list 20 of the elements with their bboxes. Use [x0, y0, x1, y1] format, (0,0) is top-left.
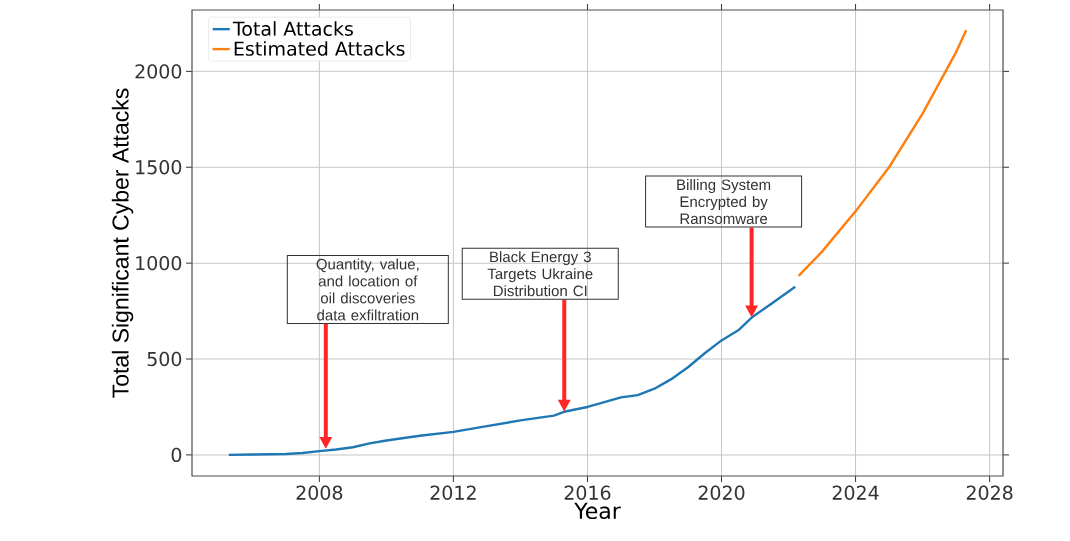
x-tick-label: 2024 [832, 485, 879, 500]
y-tick-label: 1500 [136, 160, 182, 175]
y-tick-label: 2000 [135, 64, 182, 79]
x-tick-label: 2008 [296, 485, 343, 500]
x-tick-label: 2028 [966, 485, 1013, 500]
legend-label: Estimated Attacks [234, 41, 405, 56]
x-tick-label: 2020 [698, 485, 745, 500]
x-tick-label: 2016 [564, 485, 611, 500]
y-axis-title: Total Significant Cyber Attacks [111, 88, 134, 398]
annotation: Billing System Encrypted by Ransomware [677, 179, 771, 225]
line-series [797, 28, 968, 277]
x-tick-label: 2012 [430, 485, 476, 500]
legend-label: Total Attacks [232, 21, 353, 36]
annotation: Quantity, value, and location of oil discoveries data exfiltration [316, 258, 419, 321]
y-tick-label: 1000 [136, 255, 182, 271]
y-tick-label: 500 [147, 351, 182, 367]
x-axis-title: Year [574, 502, 621, 520]
annotation: Black Energy 3 Targets Ukraine Distribution CI [487, 251, 593, 297]
line-series [227, 285, 797, 457]
y-tick-label: 0 [171, 447, 182, 463]
